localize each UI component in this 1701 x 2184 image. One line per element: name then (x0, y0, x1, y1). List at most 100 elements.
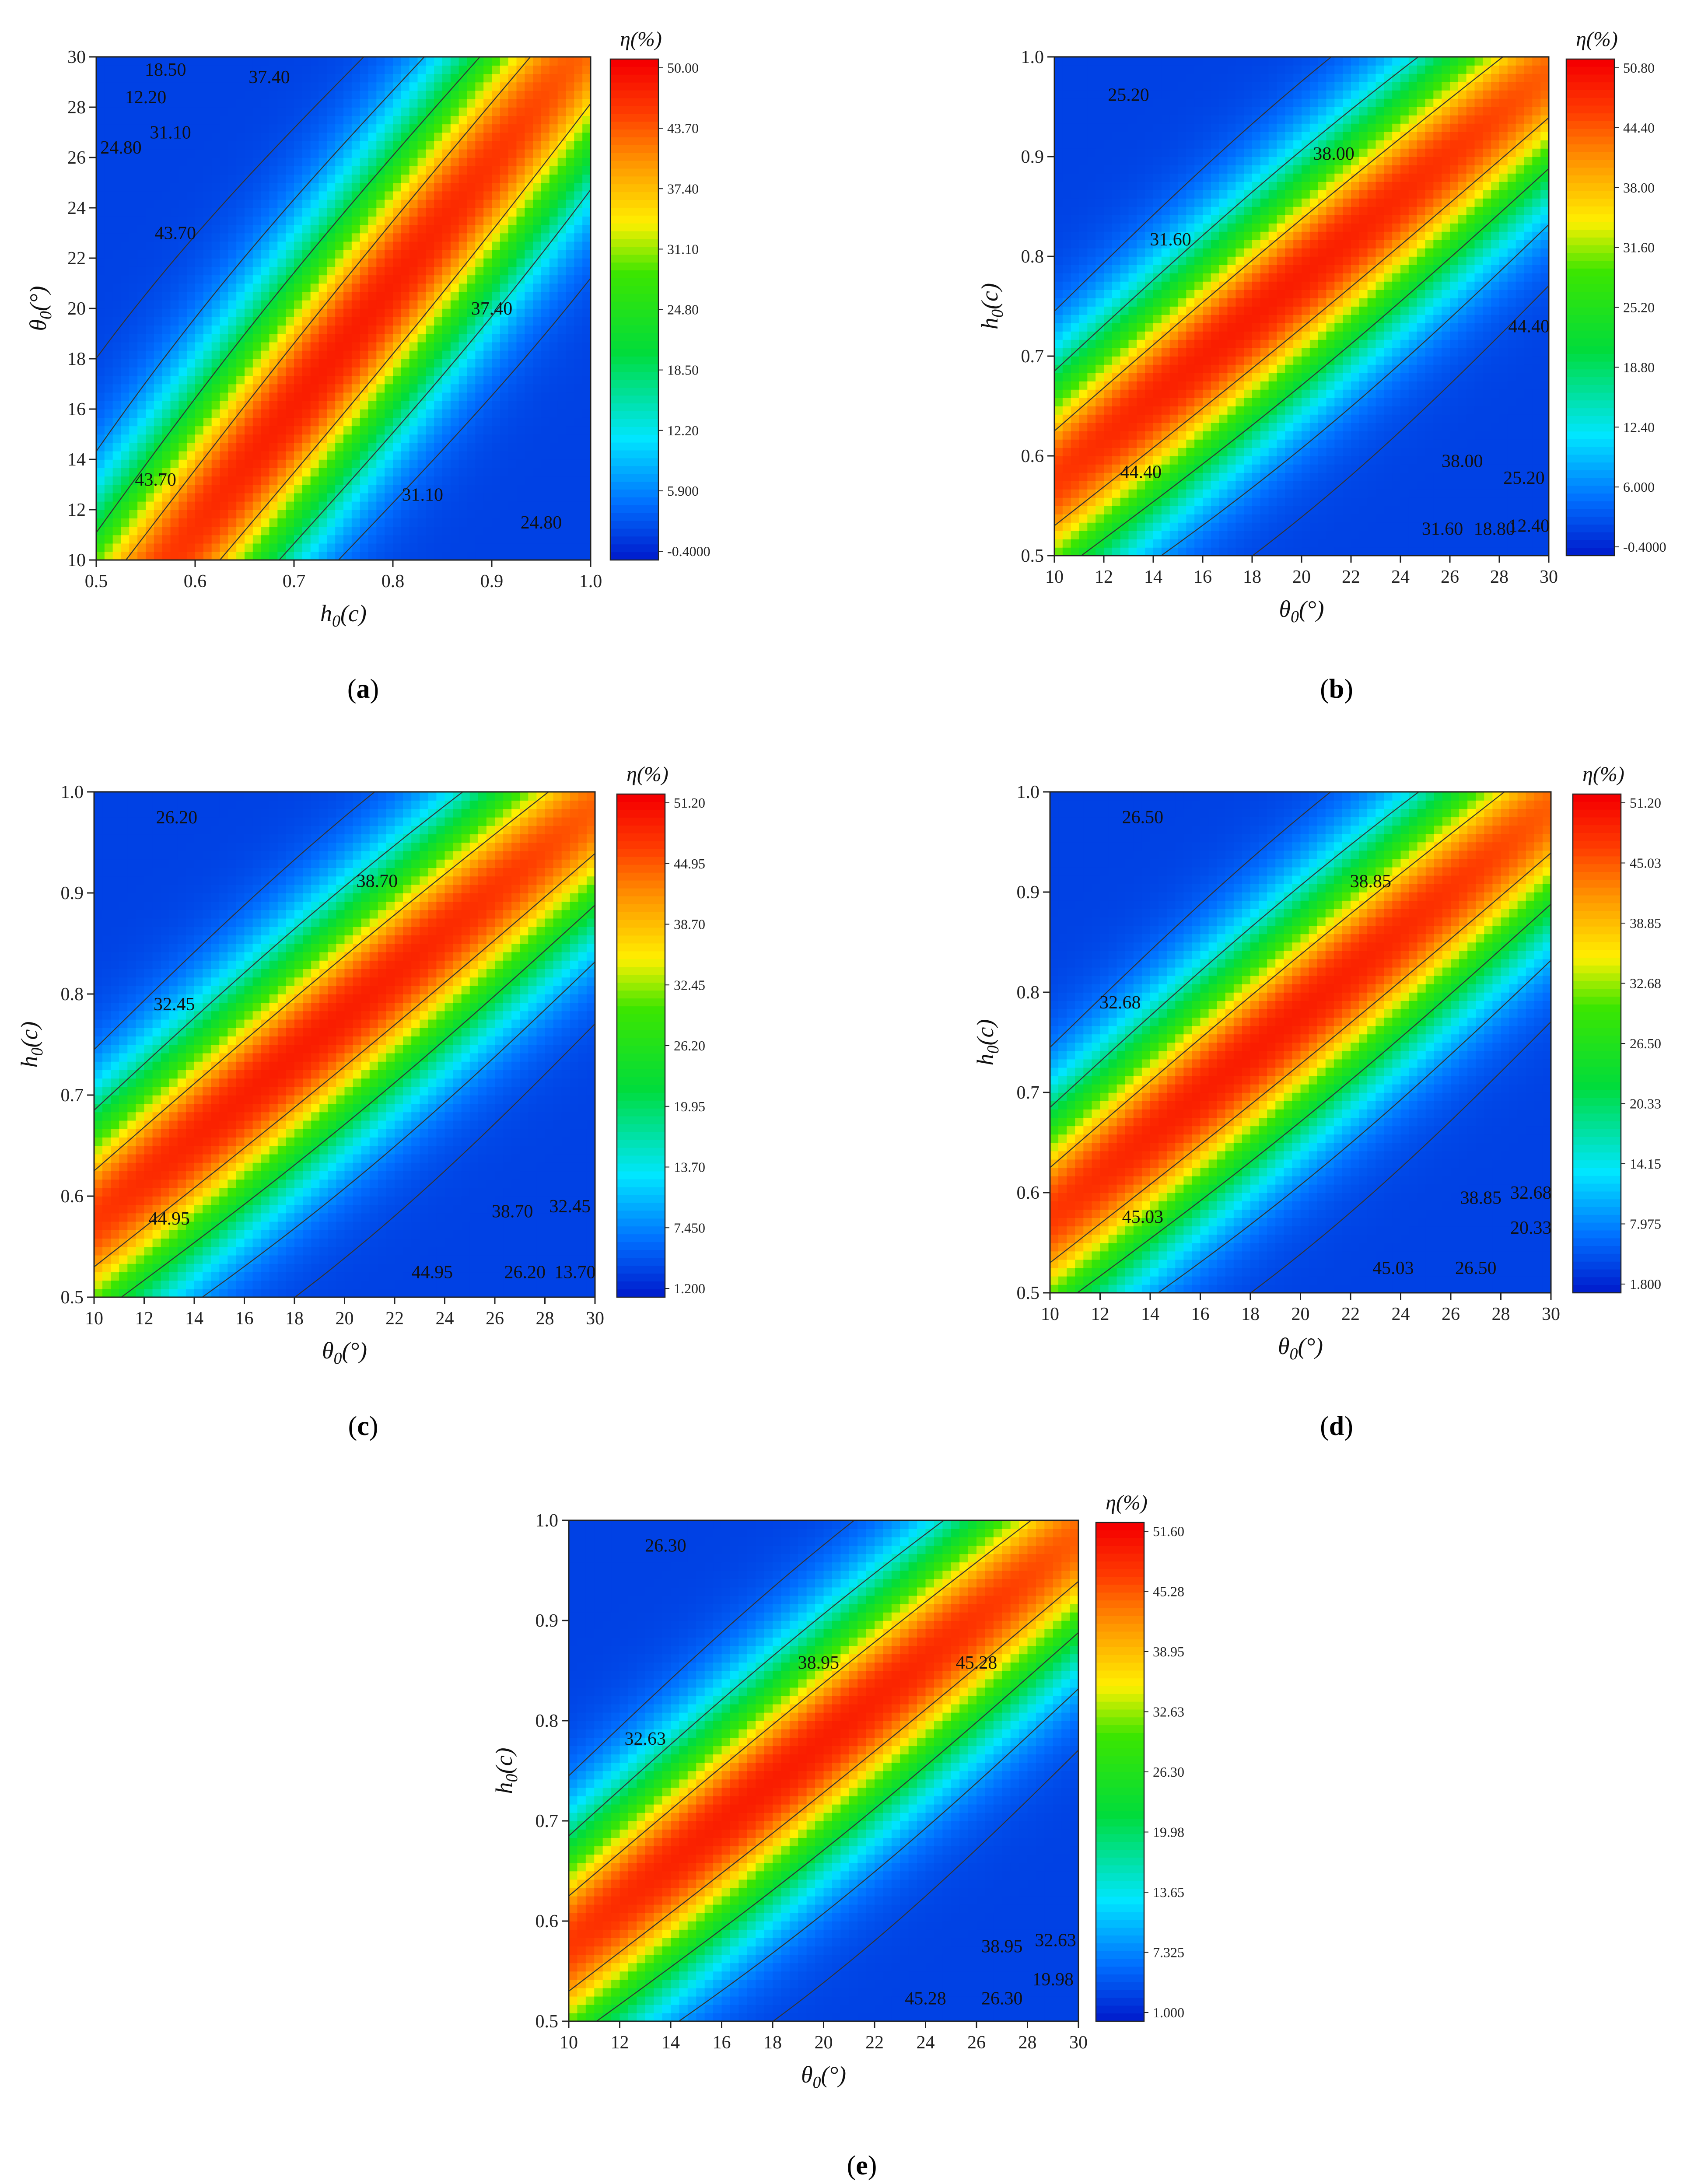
contour-label: 26.30 (981, 1988, 1023, 2009)
contour-line (1252, 285, 1549, 556)
y-tick-label: 26 (67, 148, 86, 168)
contour-label: 44.95 (412, 1262, 453, 1282)
colorbar: 51.20 45.03 38.85 32.68 26.50 20.33 14.15 7.975… (1572, 763, 1661, 1294)
y-tick-label: 0.8 (1021, 247, 1044, 267)
y-axis-label: θ0(°) (25, 286, 55, 331)
contour-label: 31.60 (1150, 230, 1191, 250)
colorbar-tick-label: 50.00 (667, 60, 699, 76)
contour-label: 44.95 (149, 1209, 190, 1229)
x-tick-label: 16 (1194, 567, 1212, 587)
contour-label: 18.80 (1474, 519, 1515, 539)
contour-label: 12.20 (125, 88, 167, 108)
colorbar-tick-label: 45.03 (1630, 855, 1661, 871)
contour-label: 38.00 (1442, 451, 1483, 471)
y-tick-label: 0.8 (61, 984, 84, 1004)
y-tick-label: 12 (67, 500, 86, 520)
contour-line (1050, 792, 1332, 1048)
colorbar-tick-label: 26.50 (1630, 1036, 1661, 1051)
heatmap-surface (1054, 57, 1549, 556)
contour-lines (96, 57, 591, 560)
colorbar-tick-label: 1.200 (674, 1281, 705, 1296)
colorbar-tick-label: 38.85 (1630, 915, 1661, 931)
colorbar: 50.80 44.40 38.00 31.60 25.20 18.80 12.40 6.000… (1565, 28, 1666, 556)
x-tick-label: 30 (586, 1309, 604, 1329)
y-tick-label: 28 (67, 98, 86, 118)
x-tick-label: 12 (135, 1309, 154, 1329)
x-tick-label: 14 (1144, 567, 1162, 587)
x-tick-label: 10 (560, 2033, 578, 2053)
colorbar-title: η(%) (1576, 28, 1618, 51)
colorbar-tick-label: 18.50 (667, 362, 699, 378)
y-tick-label: 0.8 (1017, 983, 1040, 1003)
contour-line (219, 102, 591, 560)
contour-line (294, 1023, 595, 1297)
x-tick-label: 24 (436, 1309, 454, 1329)
colorbar-tick-label: 45.28 (1153, 1584, 1184, 1600)
x-axis-label: θ0(°) (1279, 596, 1324, 626)
panel-label: (c) (348, 1411, 378, 1441)
x-tick-label: 28 (1490, 567, 1508, 587)
contour-lines (94, 792, 595, 1297)
contour-label: 26.50 (1122, 807, 1164, 827)
contour-label: 45.28 (956, 1653, 998, 1673)
x-tick-label: 22 (1341, 1304, 1360, 1324)
contour-label: 38.85 (1460, 1188, 1502, 1208)
colorbar-tick-label: 38.95 (1153, 1644, 1184, 1659)
x-axis-label: h0(c) (320, 600, 367, 630)
contour-label: 26.20 (504, 1262, 546, 1282)
x-tick-label: 18 (1241, 1304, 1260, 1324)
y-tick-label: 0.9 (536, 1611, 559, 1631)
contour-line (96, 57, 425, 452)
contour-lines (1054, 57, 1549, 556)
contour-label: 31.60 (1422, 519, 1463, 539)
heatmap-surface (1050, 792, 1551, 1293)
contour-line (569, 1520, 945, 1837)
y-tick-label: 30 (67, 47, 86, 67)
contour-line (678, 1688, 1078, 2021)
colorbar-tick-label: 32.45 (674, 977, 705, 993)
contour-label: 38.95 (981, 1936, 1023, 1956)
x-tick-label: 14 (185, 1309, 203, 1329)
colorbar-title: η(%) (1582, 763, 1624, 786)
contour-line (279, 189, 591, 560)
x-tick-label: 0.8 (382, 571, 405, 592)
contour-line (1160, 224, 1549, 556)
x-tick-label: 22 (385, 1309, 404, 1329)
colorbar-tick-label: 1.000 (1153, 2005, 1184, 2020)
colorbar-tick-label: 14.15 (1630, 1156, 1661, 1172)
contour-line (1080, 168, 1549, 556)
panel-label: (d) (1320, 1411, 1353, 1441)
colorbar-tick-label: -0.4000 (667, 543, 710, 559)
colorbar-tick-label: 38.70 (674, 917, 705, 932)
contour-label: 38.70 (357, 871, 398, 891)
x-tick-label: 1.0 (579, 571, 602, 592)
contour-label: 25.20 (1108, 85, 1149, 105)
colorbar-tick-label: 5.900 (667, 483, 699, 499)
colorbar-tick-label: 25.20 (1623, 300, 1655, 315)
y-tick-label: 0.5 (61, 1288, 84, 1308)
colorbar-tick-label: 18.80 (1623, 359, 1655, 375)
panel-label: (a) (347, 674, 379, 704)
colorbar-tick-label: 13.70 (674, 1159, 705, 1175)
x-tick-label: 26 (967, 2033, 986, 2053)
colorbar: 50.00 43.70 37.40 31.10 24.80 18.50 12.20 5.900… (609, 28, 710, 561)
x-tick-label: 12 (1095, 567, 1113, 587)
y-tick-label: 0.6 (61, 1186, 84, 1207)
y-tick-label: 0.8 (536, 1711, 559, 1731)
contour-line (1054, 57, 1332, 312)
colorbar: 51.20 44.95 38.70 32.45 26.20 19.95 13.70 7.450… (616, 763, 705, 1298)
contour-line (120, 904, 595, 1297)
colorbar-tick-label: 19.98 (1153, 1824, 1184, 1840)
contour-line (595, 1632, 1078, 2021)
contour-line (1054, 57, 1419, 372)
contour-label: 19.98 (1032, 1970, 1074, 1990)
colorbar-tick-label: 26.20 (674, 1038, 705, 1054)
contour-line (1054, 117, 1549, 526)
contour-line (201, 961, 595, 1297)
heatmap-surface (94, 792, 595, 1297)
contour-lines (569, 1520, 1078, 2021)
contour-label: 13.70 (554, 1262, 596, 1282)
colorbar-tick-label: 51.60 (1153, 1523, 1184, 1539)
x-tick-label: 22 (865, 2033, 884, 2053)
contour-label: 45.03 (1372, 1258, 1414, 1278)
